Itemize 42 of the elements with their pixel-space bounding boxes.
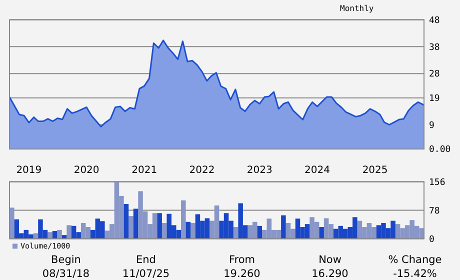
y-tick-label: 28 — [429, 70, 440, 80]
x-tick-label: 2023 — [246, 165, 272, 176]
text: End — [136, 254, 156, 266]
text: % Change — [388, 254, 442, 266]
bar — [124, 204, 129, 239]
bar — [257, 226, 262, 239]
bar — [48, 232, 52, 239]
y-tick-label: 0 — [429, 234, 434, 245]
bar — [157, 213, 162, 239]
x-tick-label: 2025 — [362, 165, 388, 176]
x-tick-label: 2022 — [189, 165, 215, 176]
bar — [10, 208, 14, 239]
x-tick-label: 2019 — [16, 165, 42, 176]
y-tick-label: 78 — [429, 206, 440, 216]
text: 16.290 — [312, 268, 348, 280]
text: Monthly — [340, 4, 374, 13]
y-tick-label: 156 — [429, 178, 446, 188]
bar — [57, 230, 62, 239]
text: 19.260 — [224, 268, 260, 280]
text: 11/07/25 — [122, 268, 170, 280]
bar — [128, 216, 134, 239]
bar — [186, 222, 191, 239]
bar — [133, 208, 138, 239]
y-tick-label: 38 — [429, 42, 440, 53]
y-tick-label: 9 — [429, 120, 434, 131]
bar — [319, 227, 324, 239]
y-tick-label: 48 — [429, 16, 440, 26]
bar — [162, 222, 167, 239]
y-tick-label: 19 — [429, 94, 440, 104]
text: -15.42% — [393, 268, 437, 280]
x-tick-label: 2021 — [132, 165, 158, 176]
bar — [190, 222, 196, 239]
y-tick-label: 0.00 — [429, 145, 451, 156]
x-tick-label: 2024 — [304, 165, 330, 176]
text: 08/31/18 — [42, 268, 90, 280]
bar — [281, 215, 286, 239]
text: Begin — [51, 254, 81, 266]
bar — [181, 200, 186, 239]
text: Now — [318, 254, 342, 266]
x-tick-label: 2020 — [74, 165, 100, 176]
bar — [66, 225, 72, 239]
text: From — [228, 254, 256, 266]
